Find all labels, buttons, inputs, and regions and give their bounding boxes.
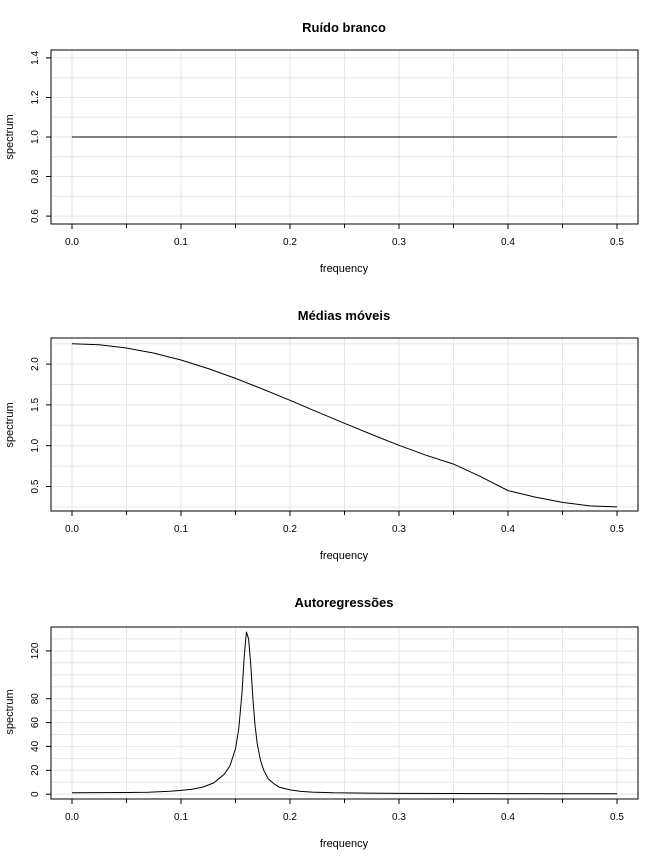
panel-1-ylabel: spectrum <box>4 114 16 159</box>
panel-3-ylabel: spectrum <box>4 689 16 734</box>
panel-2-xtick-label: 0.2 <box>283 524 297 535</box>
panel-1-xtick-label: 0.0 <box>65 237 79 248</box>
panel-3-axes: 0.0 0.1 0.2 0.3 0.4 0.5 0 20 40 60 80 120 <box>30 642 624 823</box>
panel-3-xtick-label: 0.0 <box>65 812 79 823</box>
panel-2-ytick-label: 1.0 <box>30 438 41 452</box>
panel-3-ytick-label: 80 <box>30 693 41 705</box>
panel-1-ytick-label: 1.4 <box>30 51 41 65</box>
panel-3-title: Autoregressões <box>295 595 394 610</box>
panel-1-xtick-label: 0.2 <box>283 237 297 248</box>
panel-1-ytick-label: 1.2 <box>30 90 41 104</box>
panel-1-xtick-label: 0.5 <box>610 237 624 248</box>
panel-3-xlabel: frequency <box>320 838 369 850</box>
panel-3-ytick-label: 60 <box>30 717 41 729</box>
panel-3-ytick-label: 0 <box>30 791 41 797</box>
panel-1-ytick-label: 0.6 <box>30 209 41 223</box>
panel-2-xtick-label: 0.4 <box>501 524 515 535</box>
panel-1-axes: 0.0 0.1 0.2 0.3 0.4 0.5 0.6 0.8 1.0 1.2 1.4 <box>30 51 624 248</box>
panel-2-ytick-label: 0.5 <box>30 479 41 493</box>
panel-2-series-line <box>71 343 618 508</box>
panel-2-title: Médias móveis <box>298 308 391 323</box>
panel-3-grid <box>51 626 638 799</box>
panel-2-ytick-label: 1.5 <box>30 398 41 412</box>
panel-3-series-line <box>71 631 618 795</box>
panel-2: Médias móveis frequency spectrum 0.0 0.1 0… <box>4 308 639 562</box>
panel-3: Autoregressões frequency spectrum 0.0 0.1… <box>4 595 639 850</box>
panel-1-xtick-label: 0.4 <box>501 237 515 248</box>
panel-3-ytick-label: 20 <box>30 764 41 776</box>
panel-1-ytick-label: 0.8 <box>30 169 41 183</box>
panel-1-xtick-label: 0.1 <box>174 237 188 248</box>
panel-1-ytick-label: 1.0 <box>30 130 41 144</box>
panel-2-xtick-label: 0.3 <box>392 524 406 535</box>
panel-3-xtick-label: 0.2 <box>283 812 297 823</box>
panel-1-grid <box>51 50 638 224</box>
panel-1-plot-frame <box>50 49 639 225</box>
panel-1: Ruído branco frequency spectrum 0.0 0.1 0.… <box>4 20 639 275</box>
panel-2-xtick-label: 0.5 <box>610 524 624 535</box>
panel-2-plot-frame <box>50 337 639 512</box>
panel-1-xlabel: frequency <box>320 263 369 275</box>
panel-3-xtick-label: 0.4 <box>501 812 515 823</box>
panel-1-xtick-label: 0.3 <box>392 237 406 248</box>
panel-2-grid <box>51 338 638 511</box>
panel-2-xtick-label: 0.1 <box>174 524 188 535</box>
panel-3-xtick-label: 0.1 <box>174 812 188 823</box>
panel-1-title: Ruído branco <box>302 20 386 35</box>
panel-3-ytick-label: 40 <box>30 740 41 752</box>
panel-3-xtick-label: 0.3 <box>392 812 406 823</box>
panel-2-axes: 0.0 0.1 0.2 0.3 0.4 0.5 0.5 1.0 1.5 2.0 <box>30 357 624 535</box>
panel-3-plot-frame <box>50 626 639 800</box>
panel-2-xlabel: frequency <box>320 550 369 562</box>
panel-2-xtick-label: 0.0 <box>65 524 79 535</box>
panel-2-ylabel: spectrum <box>4 402 16 447</box>
panel-2-ytick-label: 2.0 <box>30 357 41 371</box>
panel-3-xtick-label: 0.5 <box>610 812 624 823</box>
panel-3-ytick-label: 120 <box>30 642 41 659</box>
